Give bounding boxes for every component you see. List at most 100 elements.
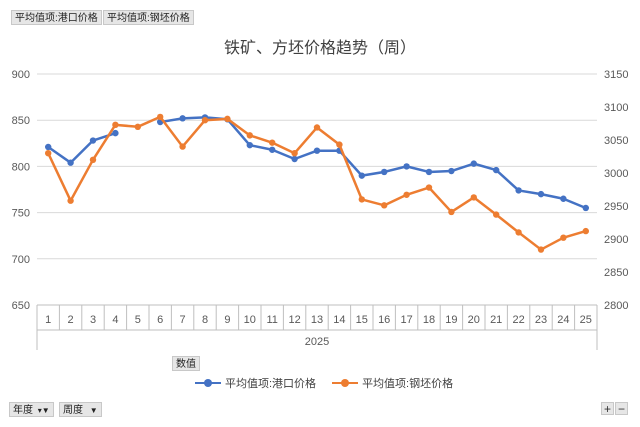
expand-plus-button[interactable]: + [601, 402, 614, 415]
data-point [425, 184, 433, 191]
data-point [179, 115, 186, 122]
y-left-tick-label: 800 [12, 161, 30, 173]
data-point [537, 190, 545, 198]
y-left-tick-label: 650 [12, 300, 30, 312]
data-point [448, 167, 455, 175]
data-point [246, 141, 253, 149]
x-category-group-label: 2025 [305, 336, 329, 348]
series-billet-price [45, 113, 589, 253]
x-tick-label: 3 [90, 314, 96, 326]
data-point [179, 143, 186, 150]
x-tick-label: 20 [468, 314, 480, 326]
year-field-label: 年度 [13, 405, 33, 416]
legend-label-billet-price: 平均值项:钢坯价格 [362, 378, 454, 390]
data-point [470, 160, 477, 167]
y-left-tick-label: 900 [12, 69, 30, 81]
data-point [157, 113, 164, 121]
x-axis: 1 2 3 4 5 6 7 8 9 10 11 12 13 14 15 16 17 18 19 20 21 22 23 24 2… [36, 304, 598, 350]
x-tick-label: 4 [112, 314, 118, 326]
data-point [112, 121, 119, 129]
data-point [246, 132, 253, 139]
y-right-tick-label: 2900 [604, 234, 628, 246]
data-point [336, 141, 343, 148]
legend-item-billet-price: 平均值项:钢坯价格 [332, 375, 453, 391]
y-right-tick-label: 3050 [604, 135, 628, 147]
legend-label-port-price: 平均值项:港口价格 [225, 378, 317, 390]
data-point [112, 129, 119, 137]
x-tick-label: 5 [135, 314, 141, 326]
x-tick-label: 17 [400, 314, 412, 326]
series-line [47, 115, 587, 251]
data-point [269, 139, 276, 146]
y-left-tick-label: 850 [12, 115, 30, 127]
data-point [515, 229, 522, 236]
data-point [560, 234, 567, 241]
x-tick-label: 19 [445, 314, 457, 326]
collapse-minus-button[interactable]: − [615, 402, 628, 415]
x-tick-label: 6 [157, 314, 163, 326]
data-point [515, 187, 522, 194]
data-point [201, 117, 209, 124]
data-point [89, 156, 97, 163]
data-point [537, 246, 545, 253]
x-tick-label: 14 [333, 314, 345, 326]
x-tick-label: 23 [535, 314, 547, 326]
data-point [560, 195, 567, 202]
x-tick-label: 16 [378, 314, 390, 326]
x-tick-label: 7 [180, 314, 186, 326]
data-point [89, 137, 97, 144]
data-point [313, 124, 321, 131]
x-tick-label: 8 [202, 314, 208, 326]
legend-swatch-billet-price [332, 379, 359, 387]
series [45, 113, 589, 253]
data-point [403, 163, 410, 170]
y-right-tick-label: 2850 [604, 267, 628, 279]
data-point [358, 196, 365, 203]
legend-swatch-port-price [195, 379, 221, 387]
data-point [269, 146, 276, 153]
x-tick-label: 10 [244, 314, 256, 326]
x-tick-label: 21 [490, 314, 502, 326]
legend: 平均值项:港口价格 平均值项:钢坯价格 [195, 375, 453, 391]
data-point [448, 208, 455, 216]
x-tick-label: 9 [224, 314, 230, 326]
data-point [291, 150, 298, 157]
data-point [45, 150, 52, 157]
pivot-value-field-billet-price[interactable]: 平均值项:钢坯价格 [103, 10, 194, 25]
pivot-row-field-week[interactable]: 周度 ▼ [59, 402, 102, 417]
data-point [67, 159, 74, 166]
x-tick-label: 11 [266, 314, 277, 326]
y-left-tick-label: 750 [12, 208, 30, 220]
pivot-value-field-port-price[interactable]: 平均值项:港口价格 [11, 10, 102, 25]
data-point [134, 123, 141, 130]
x-tick-label: 1 [45, 314, 51, 326]
gridlines [37, 73, 597, 306]
data-point [403, 191, 410, 198]
data-point [381, 202, 388, 209]
data-point [224, 115, 231, 123]
y-right-tick-label: 3000 [604, 168, 628, 180]
x-tick-label: 13 [311, 314, 323, 326]
data-point [425, 168, 433, 176]
legend-item-port-price: 平均值项:港口价格 [195, 375, 316, 391]
x-tick-label: 24 [557, 314, 569, 326]
y-right-tick-label: 2950 [604, 201, 628, 213]
week-field-label: 周度 [63, 405, 83, 416]
pivot-data-field[interactable]: 数值 [172, 356, 200, 371]
pivot-row-field-year[interactable]: 年度 ▾▼ [9, 402, 54, 417]
filter-funnel-icon[interactable]: ▾▼ [37, 406, 50, 415]
series-line [47, 131, 116, 164]
data-point [358, 172, 365, 179]
x-tick-label: 18 [423, 314, 435, 326]
x-tick-label: 15 [356, 314, 368, 326]
series-line [159, 116, 587, 210]
data-point [67, 197, 74, 204]
data-point [493, 211, 500, 218]
chart-title: 铁矿、方坯价格趋势（周） [224, 39, 416, 57]
x-tick-label: 12 [288, 314, 300, 326]
y-axis-left: 650 700 750 800 850 900 [12, 69, 30, 312]
data-point [313, 147, 321, 154]
dropdown-arrow-icon[interactable]: ▼ [89, 406, 98, 415]
y-right-tick-label: 3100 [604, 102, 628, 114]
